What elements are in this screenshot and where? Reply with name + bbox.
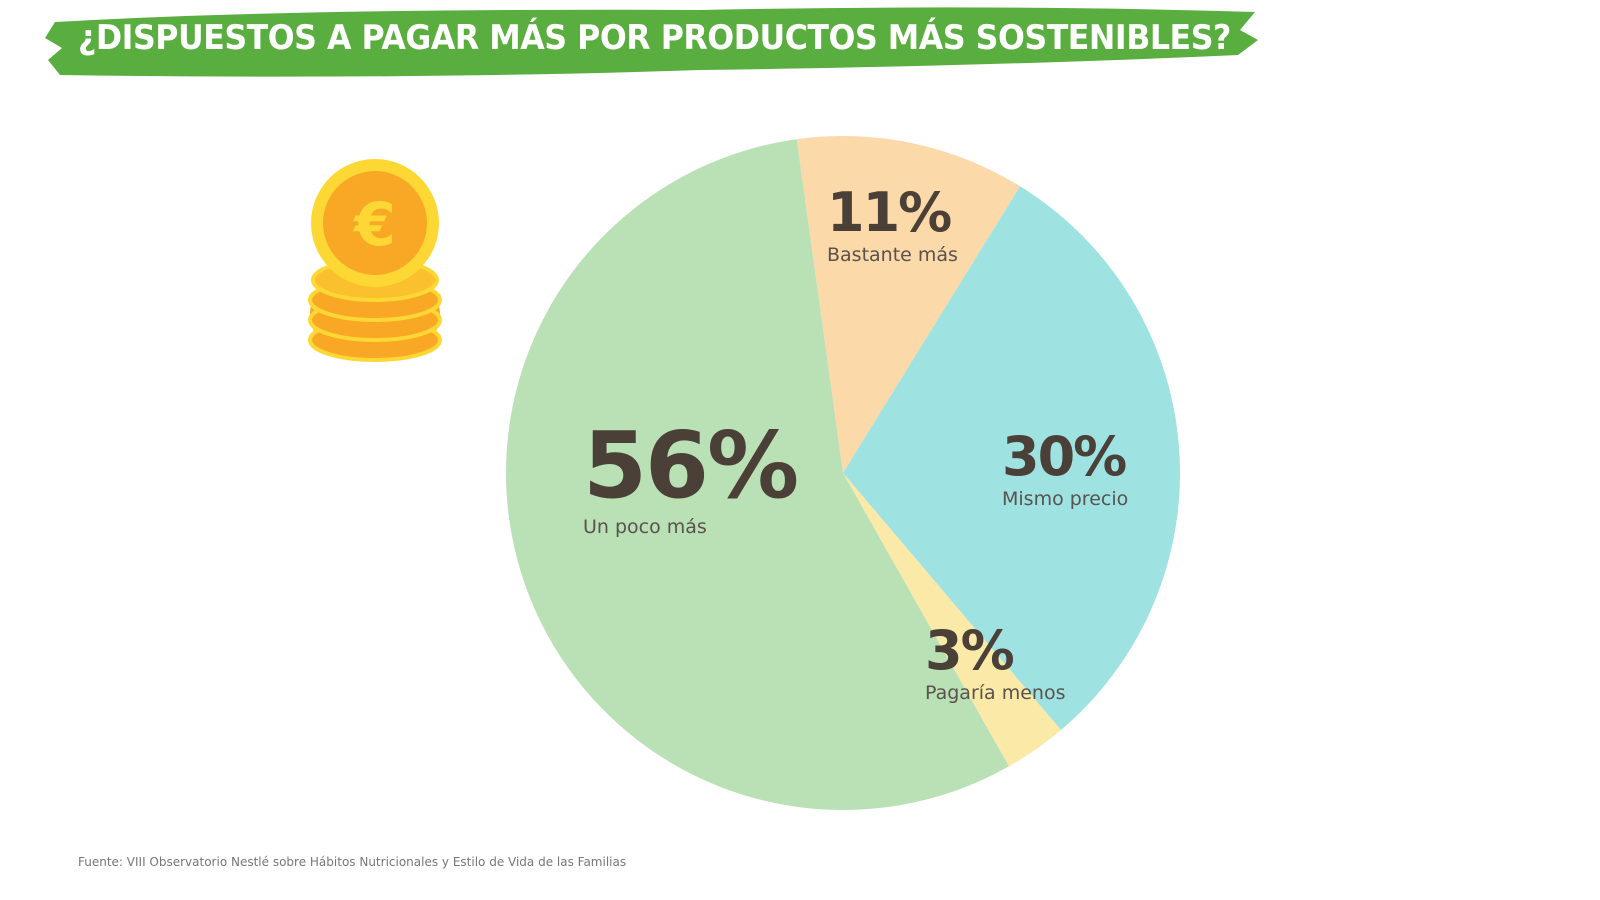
category-label: Pagaría menos bbox=[925, 682, 1066, 704]
label-mismo-precio: 30% Mismo precio bbox=[1002, 425, 1129, 511]
data-label: 56% bbox=[583, 412, 799, 519]
data-label: 30% bbox=[1002, 425, 1127, 488]
label-pagaria-menos: 3% Pagaría menos bbox=[925, 619, 1066, 705]
svg-text:€: € bbox=[352, 190, 396, 260]
pie-slice-pagaría-menos bbox=[843, 473, 1061, 767]
chart-title: ¿DISPUESTOS A PAGAR MÁS POR PRODUCTOS MÁ… bbox=[78, 18, 1231, 58]
category-label: Un poco más bbox=[583, 516, 707, 538]
title-banner bbox=[45, 7, 1258, 77]
label-bastante-mas: 11% Bastante más bbox=[827, 181, 958, 267]
euro-coins-icon: € bbox=[308, 159, 442, 362]
category-label: Mismo precio bbox=[1002, 488, 1129, 510]
source-note: Fuente: VIII Observatorio Nestlé sobre H… bbox=[78, 855, 627, 869]
data-label: 3% bbox=[925, 619, 1015, 682]
data-label: 11% bbox=[827, 181, 952, 244]
pie-slice-mismo-precio bbox=[843, 186, 1180, 731]
pie-slice-un-poco-más bbox=[505, 139, 1009, 811]
label-un-poco-mas: 56% Un poco más bbox=[583, 412, 799, 539]
pie-slice-bastante-más bbox=[796, 136, 1021, 474]
category-label: Bastante más bbox=[827, 244, 958, 266]
